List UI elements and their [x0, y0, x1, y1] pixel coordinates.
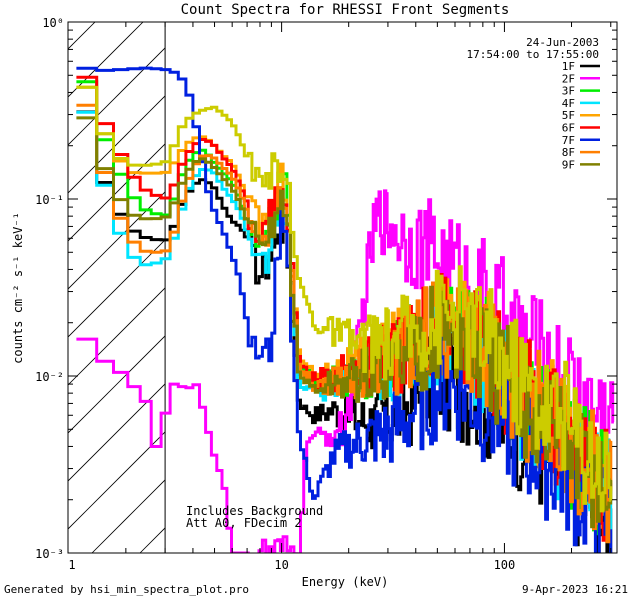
y-tick-label: 10⁻² — [35, 370, 64, 384]
legend-label: 4F — [562, 97, 575, 110]
date-label: 24-Jun-2003 — [526, 36, 599, 49]
hatch-line — [68, 431, 166, 530]
y-tick-label: 10⁰ — [42, 16, 64, 30]
annotation-background: Includes Background — [186, 504, 323, 518]
legend-label: 1F — [562, 60, 575, 73]
series-layer — [76, 66, 615, 553]
footer-generated-by: Generated by hsi_min_spectra_plot.pro — [4, 583, 250, 596]
hatch-line — [68, 383, 166, 482]
legend-label: 6F — [562, 122, 575, 135]
annotation-attenuator: Att A0, FDecim 2 — [186, 516, 302, 530]
series-line — [76, 85, 613, 513]
hatch-line — [68, 22, 144, 98]
hatch-line — [68, 287, 166, 386]
x-tick-label: 100 — [494, 558, 516, 572]
y-axis-label: counts cm⁻² s⁻¹ keV⁻¹ — [11, 212, 25, 364]
legend-label: 8F — [562, 146, 575, 159]
x-axis-label: Energy (keV) — [302, 575, 389, 589]
x-tick-label: 1 — [68, 558, 75, 572]
legend-label: 2F — [562, 72, 575, 85]
series-line — [76, 116, 613, 529]
plot-frame — [67, 21, 618, 554]
y-tick-label: 10⁻¹ — [35, 193, 64, 207]
chart-title: Count Spectra for RHESSI Front Segments — [181, 2, 510, 18]
series-line — [76, 66, 613, 553]
time-range-label: 17:54:00 to 17:55:00 — [467, 48, 599, 61]
legend-label: 9F — [562, 158, 575, 171]
legend-label: 7F — [562, 134, 575, 147]
legend-label: 5F — [562, 109, 575, 122]
hatch-line — [68, 191, 166, 290]
hatch-line — [68, 47, 166, 146]
y-tick-label: 10⁻³ — [35, 547, 64, 561]
axes: 1 10 100 10⁰ 10⁻¹ 10⁻² 10⁻³ — [35, 16, 617, 572]
x-tick-label: 10 — [274, 558, 288, 572]
footer-timestamp: 9-Apr-2023 16:21 — [522, 583, 628, 596]
legend-label: 3F — [562, 85, 575, 98]
